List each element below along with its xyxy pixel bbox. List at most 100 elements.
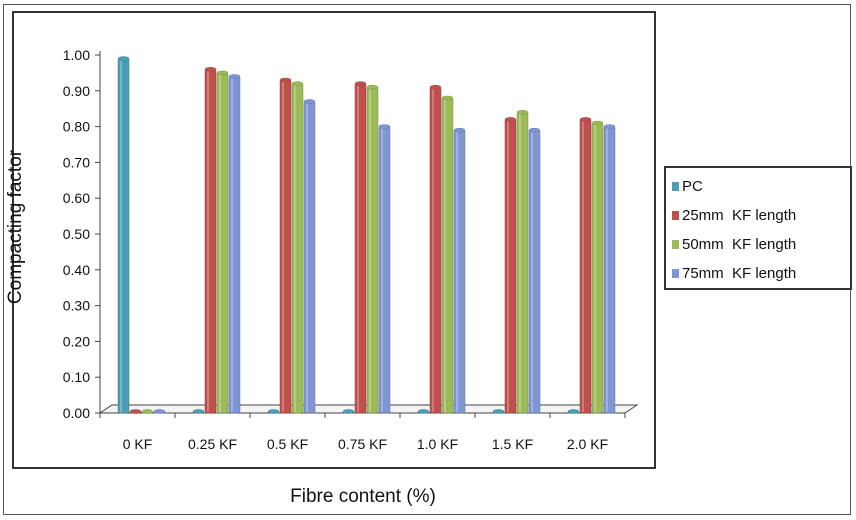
bar-1-2	[216, 70, 229, 414]
legend-label-25mm: 25mm KF length	[682, 207, 797, 224]
bar-cap	[429, 84, 442, 90]
y-tick-label: 0.20	[63, 333, 90, 349]
legend-item-75mm: 75mm KF length	[672, 259, 850, 288]
bar-highlight	[369, 89, 371, 412]
bar-highlight	[531, 132, 533, 412]
legend-label-pc: PC	[682, 178, 703, 195]
bar-1-3	[228, 74, 241, 414]
bar-highlight	[120, 60, 122, 413]
legend-item-50mm: 50mm KF length	[672, 230, 850, 259]
y-tick-label: 0.90	[63, 83, 90, 99]
y-tick-label: 0.00	[63, 405, 90, 421]
bar	[504, 119, 517, 414]
bar-5-2	[516, 110, 529, 414]
bar-0-0	[117, 56, 130, 414]
bar-4-2	[441, 95, 454, 414]
bar-2-2	[291, 81, 304, 414]
bar	[579, 119, 592, 414]
bar	[603, 126, 616, 414]
x-tick-label: 1.0 KF	[417, 436, 458, 452]
bar	[204, 69, 217, 414]
y-tick-label: 0.30	[63, 298, 90, 314]
bar-cap	[417, 409, 430, 414]
bar	[516, 112, 529, 414]
bar-cap	[303, 99, 316, 104]
bar-cap	[579, 117, 592, 122]
bar-5-3	[528, 127, 541, 414]
bar-highlight	[456, 132, 458, 412]
bar-highlight	[294, 85, 296, 412]
tick-labels-layer: 0.00 0.10 0.20 0.30 0.40 0.50 0.60 0.70 0.80 0.90…	[63, 47, 608, 452]
bar-3-0	[342, 409, 355, 414]
bar-3-2	[366, 84, 379, 414]
bar-highlight	[207, 71, 209, 412]
bar-highlight	[432, 89, 434, 412]
bar-cap	[591, 120, 604, 126]
legend-swatch-75mm	[672, 269, 679, 278]
bar-highlight	[357, 85, 359, 412]
bar	[441, 97, 454, 414]
x-axis-label: Fibre content (%)	[290, 486, 436, 507]
bar-highlight	[594, 125, 596, 413]
bar-cap	[267, 409, 280, 414]
bar-cap	[192, 409, 205, 414]
legend-swatch-50mm	[672, 240, 679, 249]
bar-cap	[141, 409, 154, 414]
bar-cap	[516, 110, 529, 115]
bar-highlight	[306, 103, 308, 412]
legend-swatch-25mm	[672, 211, 679, 220]
legend-item-pc: PC	[672, 172, 850, 201]
bar	[228, 76, 241, 414]
bar	[291, 83, 304, 414]
bar	[429, 86, 442, 414]
bar-highlight	[231, 78, 233, 412]
bar-1-1	[204, 67, 217, 414]
x-tick-label: 0.5 KF	[267, 436, 308, 452]
bar-0-2	[141, 409, 154, 414]
bar-cap	[354, 81, 367, 86]
bar-highlight	[444, 99, 446, 413]
bar	[591, 122, 604, 414]
bar-5-0	[492, 409, 505, 414]
plot-area-frame	[12, 11, 656, 469]
y-tick-label: 0.40	[63, 262, 90, 278]
y-axis-label: Compacting factor	[5, 149, 26, 305]
bar	[216, 72, 229, 414]
bar-6-2	[591, 120, 604, 414]
bar-cap	[453, 127, 466, 133]
bar-4-1	[429, 84, 442, 414]
bar-highlight	[381, 128, 383, 412]
bar-cap	[279, 77, 292, 83]
bar-6-0	[567, 409, 580, 414]
bar	[366, 86, 379, 414]
bar-1-0	[192, 409, 205, 414]
bar-cap	[366, 84, 379, 90]
bar-2-0	[267, 409, 280, 414]
x-tick-label: 2.0 KF	[567, 436, 608, 452]
bar-0-3	[153, 409, 166, 414]
legend-label-50mm: 50mm KF length	[682, 236, 797, 253]
x-tick-label: 1.5 KF	[492, 436, 533, 452]
bar-cap	[291, 81, 304, 86]
bar-2-3	[303, 99, 316, 414]
y-tick-label: 0.50	[63, 226, 90, 242]
bar	[528, 129, 541, 414]
bar-4-3	[453, 127, 466, 414]
bar-cap	[117, 56, 130, 61]
bar	[303, 101, 316, 414]
legend: PC 25mm KF length 50mm KF length 75mm KF…	[664, 166, 852, 290]
bar	[453, 129, 466, 414]
bar-0-1	[129, 409, 142, 414]
bar	[279, 79, 292, 414]
bar-cap	[216, 70, 229, 76]
bar-cap	[204, 67, 217, 72]
bar-5-1	[504, 117, 517, 414]
y-tick-label: 0.60	[63, 190, 90, 206]
bar-highlight	[606, 128, 608, 412]
y-tick-label: 1.00	[63, 47, 90, 63]
bar-3-3	[378, 124, 391, 414]
bar-cap	[504, 117, 517, 122]
legend-item-25mm: 25mm KF length	[672, 201, 850, 230]
bar-cap	[153, 409, 166, 414]
